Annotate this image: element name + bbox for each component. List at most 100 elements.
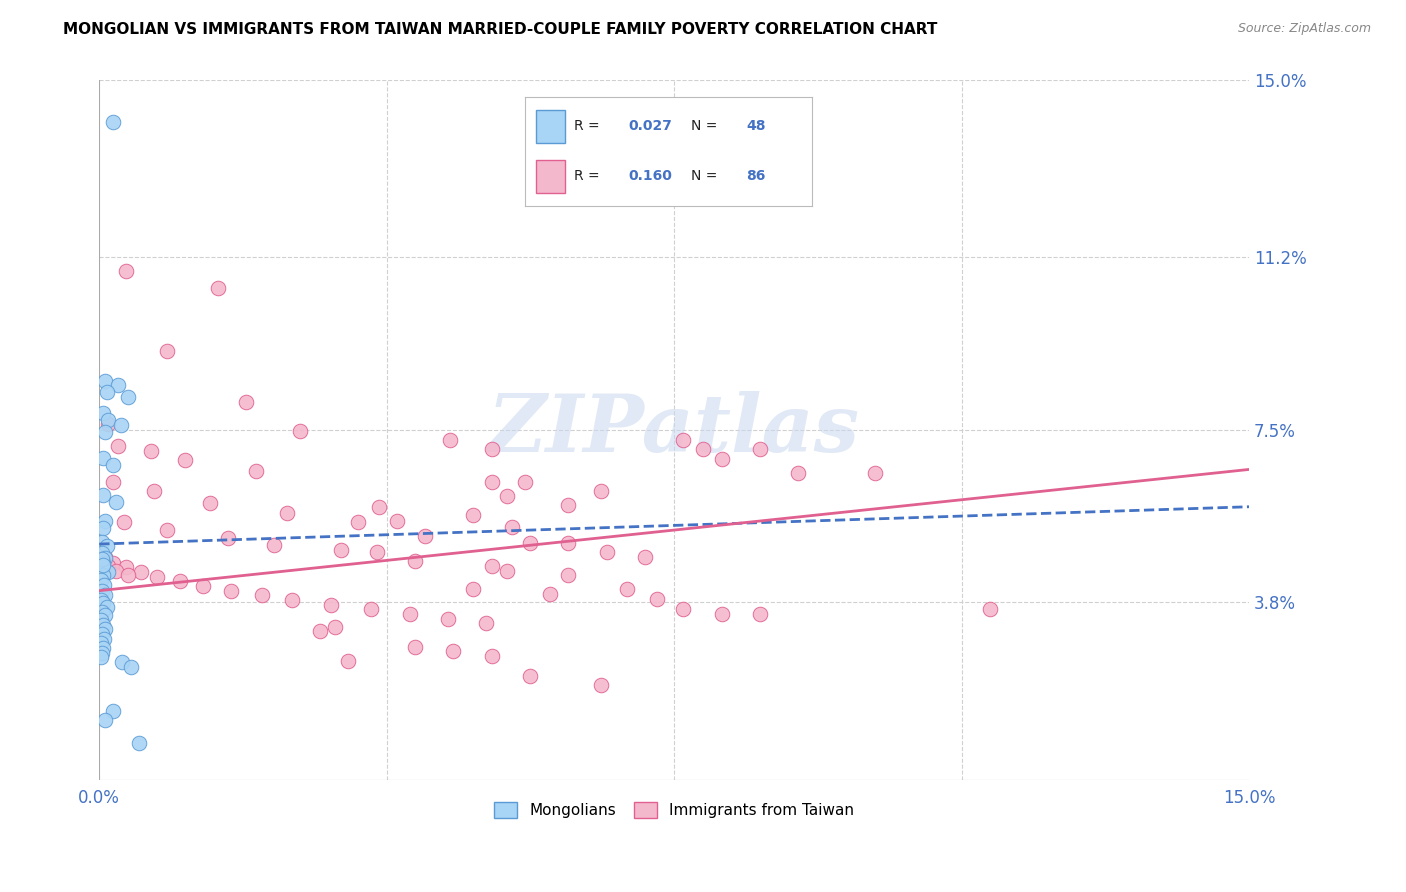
- Point: [191, 579, 214, 593]
- Point: [107, 378, 129, 392]
- Point: [145, 570, 167, 584]
- Point: [538, 587, 561, 601]
- Point: [91, 617, 114, 632]
- Point: [281, 593, 304, 607]
- Point: [90, 534, 112, 549]
- Point: [366, 545, 388, 559]
- Point: [97, 417, 120, 432]
- Point: [672, 433, 695, 447]
- Point: [404, 554, 426, 568]
- Point: [112, 515, 135, 529]
- Point: [94, 514, 117, 528]
- Point: [463, 508, 485, 522]
- Point: [101, 115, 124, 129]
- Point: [97, 565, 120, 579]
- Point: [591, 484, 613, 499]
- Point: [481, 442, 503, 457]
- Point: [441, 644, 464, 658]
- Point: [481, 559, 503, 574]
- Point: [90, 646, 112, 660]
- Point: [496, 564, 519, 578]
- Point: [288, 424, 311, 438]
- Point: [385, 514, 408, 528]
- Point: [501, 520, 523, 534]
- Point: [463, 582, 485, 597]
- Point: [645, 591, 668, 606]
- Point: [245, 464, 267, 478]
- Point: [413, 529, 436, 543]
- Point: [141, 443, 163, 458]
- Point: [90, 605, 112, 619]
- Point: [519, 669, 541, 683]
- Point: [94, 623, 117, 637]
- Point: [101, 475, 124, 489]
- Point: [595, 545, 617, 559]
- Point: [94, 713, 117, 727]
- Point: [101, 556, 124, 570]
- Point: [749, 442, 772, 457]
- Point: [439, 433, 461, 447]
- Point: [90, 613, 112, 627]
- Point: [97, 413, 120, 427]
- Point: [250, 588, 273, 602]
- Point: [169, 574, 191, 589]
- Point: [90, 650, 112, 665]
- Point: [91, 556, 114, 570]
- Text: Source: ZipAtlas.com: Source: ZipAtlas.com: [1237, 22, 1371, 36]
- Point: [111, 655, 134, 669]
- Point: [128, 736, 150, 750]
- Point: [156, 523, 179, 537]
- Point: [710, 451, 733, 466]
- Point: [90, 546, 112, 560]
- Point: [368, 500, 391, 514]
- Point: [97, 559, 120, 574]
- Point: [863, 466, 886, 480]
- Point: [91, 596, 114, 610]
- Point: [200, 496, 222, 510]
- Point: [437, 612, 460, 626]
- Point: [94, 551, 117, 566]
- Point: [93, 577, 115, 591]
- Point: [692, 442, 714, 457]
- Point: [616, 582, 638, 597]
- Point: [90, 560, 112, 574]
- Point: [787, 466, 810, 480]
- Point: [481, 648, 503, 663]
- Point: [207, 280, 229, 294]
- Point: [91, 552, 114, 566]
- Point: [513, 475, 536, 489]
- Point: [398, 607, 420, 621]
- Point: [90, 552, 112, 566]
- Point: [496, 489, 519, 503]
- Point: [101, 458, 124, 472]
- Point: [979, 602, 1001, 616]
- Point: [90, 573, 112, 587]
- Point: [591, 678, 613, 692]
- Point: [481, 475, 503, 489]
- Point: [91, 407, 114, 421]
- Point: [634, 549, 657, 564]
- Point: [319, 598, 342, 612]
- Point: [96, 540, 118, 554]
- Point: [263, 539, 285, 553]
- Point: [219, 583, 242, 598]
- Point: [360, 602, 382, 616]
- Point: [347, 515, 370, 529]
- Legend: Mongolians, Immigrants from Taiwan: Mongolians, Immigrants from Taiwan: [488, 797, 860, 824]
- Point: [404, 640, 426, 654]
- Point: [91, 521, 114, 535]
- Point: [115, 264, 138, 278]
- Text: ZIPatlas: ZIPatlas: [488, 391, 860, 468]
- Point: [120, 659, 142, 673]
- Point: [672, 602, 695, 616]
- Point: [143, 484, 166, 499]
- Point: [309, 624, 332, 639]
- Point: [105, 564, 128, 578]
- Point: [710, 607, 733, 621]
- Point: [557, 535, 579, 549]
- Point: [91, 568, 114, 582]
- Point: [276, 506, 298, 520]
- Point: [519, 535, 541, 549]
- Point: [90, 636, 112, 650]
- Point: [96, 600, 118, 615]
